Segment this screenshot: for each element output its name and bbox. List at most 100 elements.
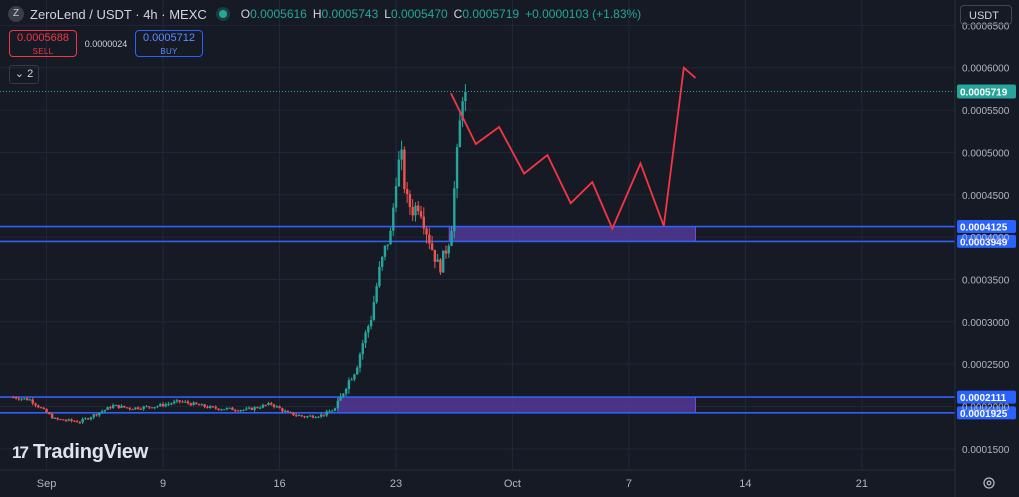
candle-body — [203, 404, 206, 407]
candle-body — [231, 407, 234, 411]
high-label: H — [312, 7, 322, 21]
candle-body — [81, 418, 84, 423]
candle-body — [295, 415, 298, 417]
candle-body — [103, 409, 107, 412]
support-zone-box — [337, 396, 696, 414]
candle-body — [217, 408, 220, 410]
time-tick-label: Oct — [504, 478, 521, 490]
indicators-toggle-button[interactable]: ⌄ 2 — [9, 65, 39, 84]
candle-body — [275, 406, 278, 408]
candle-body — [242, 409, 245, 411]
buy-button[interactable]: 0.0005712 BUY — [135, 30, 203, 57]
candle-body — [397, 159, 401, 187]
price-tick-label: 0.0004000 — [962, 233, 1010, 244]
candle-body — [109, 407, 112, 409]
candle-body — [417, 205, 420, 212]
candle-body — [12, 397, 15, 399]
candle-body — [206, 406, 209, 408]
candle-body — [314, 417, 317, 419]
candle-body — [233, 410, 237, 412]
candle-body — [364, 332, 367, 344]
candle-body — [228, 407, 231, 409]
sell-button[interactable]: 0.0005688 SELL — [9, 30, 77, 57]
tradingview-logo[interactable]: 17 TradingView — [12, 441, 148, 464]
gear-icon[interactable] — [982, 476, 996, 490]
candle-body — [39, 407, 43, 409]
candle-body — [292, 412, 295, 416]
projection-line — [450, 65, 697, 231]
change-value: +0.0000103 (+1.83%) — [525, 7, 642, 21]
candle-body — [347, 380, 351, 390]
candle-body — [170, 403, 173, 405]
candle-body — [192, 402, 195, 406]
candle-body — [17, 398, 21, 400]
candle-body — [184, 401, 187, 403]
candle-body — [447, 245, 450, 254]
candle-body — [20, 398, 23, 400]
symbol-title[interactable]: ZeroLend / USDT · 4h · MEXC — [30, 6, 207, 22]
price-tick-label: 0.0002000 — [962, 402, 1010, 413]
candle-body — [50, 413, 54, 419]
candle-body — [153, 407, 156, 409]
candle-body — [175, 400, 179, 402]
candle-body — [336, 400, 340, 409]
candle-body — [197, 404, 201, 406]
price-tick-label: 0.0003000 — [962, 318, 1010, 329]
candle-body — [328, 411, 331, 413]
zone-price-tag — [957, 234, 1016, 248]
candle-body — [67, 419, 70, 421]
time-tick-label: 7 — [626, 478, 632, 490]
zone-price-label: 0.0001925 — [960, 409, 1008, 420]
candle-body — [89, 417, 93, 420]
candle-body — [367, 326, 370, 333]
close-value: 0.0005719 — [462, 7, 520, 21]
candle-body — [375, 286, 378, 303]
time-tick-label: Sep — [37, 478, 57, 490]
candle-body — [386, 244, 389, 246]
candle-body — [322, 414, 326, 416]
candle-body — [453, 188, 456, 232]
candle-body — [289, 412, 292, 414]
candle-body — [145, 406, 148, 408]
candle-body — [167, 403, 170, 405]
candle-body — [159, 403, 162, 407]
candle-body — [422, 216, 425, 229]
zone-price-tag — [957, 220, 1016, 234]
candle-body — [261, 404, 265, 408]
candle-body — [53, 417, 57, 419]
candle-body — [150, 407, 154, 409]
candle-body — [439, 259, 442, 273]
candle-body — [303, 416, 306, 418]
candle-body — [42, 407, 46, 409]
candle-body — [430, 243, 434, 250]
candle-body — [25, 398, 29, 401]
price-tick-label: 0.0006000 — [962, 64, 1010, 75]
candle-body — [400, 149, 403, 160]
candle-body — [136, 407, 140, 409]
candle-body — [64, 420, 68, 422]
candle-body — [278, 406, 281, 409]
candle-body — [444, 250, 448, 254]
open-value: 0.0005616 — [250, 7, 307, 21]
candle-body — [272, 404, 276, 407]
tradingview-mark-icon: 17 — [12, 442, 29, 462]
candle-body — [281, 408, 284, 412]
last-price-line: 0.0005719 — [0, 84, 1016, 99]
close-label: C — [453, 7, 463, 21]
candle-body — [178, 400, 181, 402]
candle-body — [253, 407, 256, 410]
price-tick-label: 0.0005000 — [962, 148, 1010, 159]
candle-body — [131, 409, 134, 411]
candle-body — [297, 415, 301, 417]
candle-body — [245, 408, 248, 410]
time-tick-label: 14 — [739, 478, 751, 490]
candle-body — [419, 211, 423, 217]
candle-body — [394, 186, 398, 208]
currency-selector[interactable]: USDT — [960, 5, 1012, 25]
candle-body — [214, 407, 217, 409]
buy-price: 0.0005712 — [143, 32, 195, 44]
candle-body — [433, 249, 437, 262]
candle-body — [186, 401, 190, 404]
candle-body — [172, 401, 176, 404]
